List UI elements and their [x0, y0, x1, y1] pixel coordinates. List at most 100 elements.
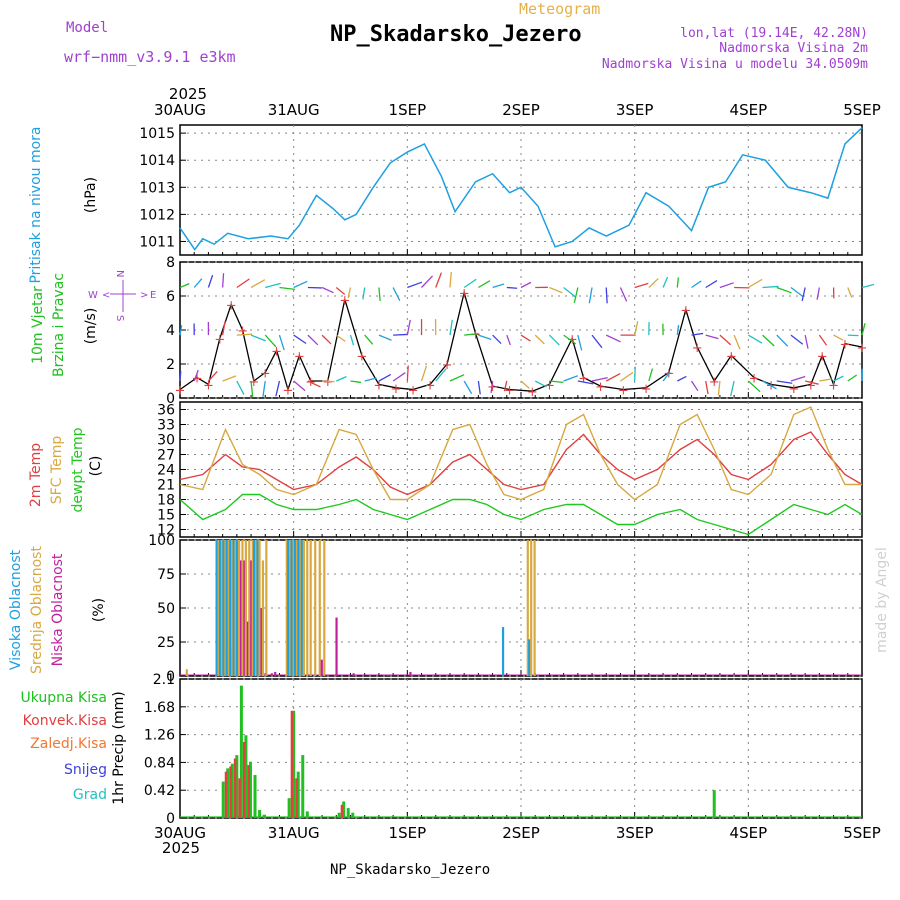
wind-arrow [662, 371, 671, 382]
wind-arrow [717, 380, 721, 396]
wind-arrow [349, 334, 355, 346]
low-cloud-bar [274, 671, 277, 676]
precip-conv-bar [238, 778, 241, 818]
mid-cloud-bar [526, 540, 529, 676]
wind-arrow [406, 319, 411, 336]
wind-arrow [236, 333, 253, 336]
wind-arrow [705, 380, 709, 395]
wind-arrow [307, 380, 321, 388]
wind-point: + [788, 382, 799, 397]
wind-arrow [449, 272, 452, 288]
cloud-unit: (%) [91, 598, 107, 622]
temp2m-title: 2m Temp [28, 443, 44, 507]
wind-arrow [790, 286, 804, 298]
wind-point: + [680, 304, 691, 319]
mid-cloud-bar [251, 540, 254, 676]
y-tick-label: 15 [157, 508, 175, 524]
precip-total-bar [230, 763, 234, 818]
wind-arrow [477, 380, 481, 395]
page-title: NP_Skadarsko_Jezero [330, 22, 582, 47]
wind-point: + [567, 333, 578, 348]
wind-arrow [392, 372, 406, 382]
dewpt-line [179, 493, 863, 536]
wind-arrow [776, 380, 793, 384]
high-cloud-bar [235, 540, 239, 676]
mid-cloud-bar [292, 540, 295, 676]
wind-arrow [378, 287, 381, 302]
wind-arrow [250, 279, 266, 289]
wind-arrow [321, 334, 332, 345]
sfctemp-line [179, 406, 862, 501]
high-cloud-bar [528, 639, 531, 676]
cloud-panel: 0 25 50 75 100 [148, 533, 863, 685]
low-cloud-bar [243, 560, 246, 676]
wind-arrow [179, 325, 183, 336]
wind-arrow [350, 380, 362, 384]
wind-point: + [442, 358, 453, 373]
pressure-title: Pritisak na nivou mora [28, 126, 44, 283]
temp2m-line [179, 431, 863, 496]
precip-total-bar [262, 814, 266, 818]
mid-cloud-bar [533, 540, 536, 676]
wind-title: 10m Vjetar [30, 286, 46, 364]
bottom-time-label: 5SEP [843, 824, 881, 842]
y-tick-label: 1015 [139, 126, 175, 142]
wind-arrow [534, 334, 545, 345]
pressure-line [179, 127, 863, 251]
wind-arrow [492, 283, 505, 289]
compass-icon: N W E < > S [88, 270, 156, 321]
wind-arrow [619, 287, 628, 302]
y-tick-label: 27 [157, 448, 175, 464]
wind-arrow [222, 375, 237, 382]
mid-cloud-bar [261, 560, 265, 676]
high-cloud-bar [300, 540, 303, 676]
wind-arrow [861, 283, 875, 289]
y-tick-label: 1014 [139, 153, 175, 169]
high-cloud-bar [297, 540, 300, 676]
wind-unit: (m/s) [83, 308, 99, 345]
wind-point: + [692, 341, 703, 356]
precip-conv-bar [233, 758, 237, 818]
top-time-label: 31AUG [268, 101, 320, 119]
y-tick-label: 75 [157, 567, 175, 583]
wind-point: + [260, 367, 271, 382]
y-tick-label: 30 [157, 433, 175, 449]
y-tick-label: 4 [166, 323, 175, 339]
wind-arrow [861, 323, 866, 336]
wind-arrow [478, 280, 491, 289]
wind-arrow [833, 375, 844, 382]
high-cloud-bar [256, 540, 259, 676]
precip-panel: 0 0.42 0.84 1.26 1.68 2.1 [144, 672, 863, 827]
precip-total-bar [248, 761, 252, 818]
wind-arrow [573, 287, 579, 303]
model-altitude-label: Nadmorska Visina u modelu 34.0509m [601, 57, 868, 72]
wind-arrow [762, 285, 779, 289]
low-cloud-bar [250, 560, 253, 676]
wind-point: + [487, 380, 498, 395]
low-cloud-bar [246, 621, 249, 676]
wind-arrow [588, 287, 593, 304]
high-cloud-bar [225, 540, 228, 676]
top-time-label: 5SEP [843, 101, 881, 119]
y-tick-label: 6 [166, 289, 175, 305]
wind-arrow [676, 375, 687, 382]
wind-point: + [459, 287, 470, 302]
wind-arrow [179, 370, 182, 382]
mid-cloud-bar [302, 540, 305, 676]
wind-point: + [425, 378, 436, 393]
y-tick-label: 21 [157, 478, 175, 494]
wind-subtitle: Brzina i Pravac [51, 273, 67, 377]
wind-arrow [705, 280, 718, 289]
precip-total-bar [342, 801, 346, 818]
precip-total-bar [337, 812, 341, 818]
wind-arrow [335, 287, 346, 296]
y-tick-label: 1013 [139, 180, 175, 196]
wind-point: + [817, 350, 828, 365]
wind-arrow [804, 334, 809, 349]
svg-text:N: N [114, 270, 125, 277]
wind-arrow [492, 334, 502, 345]
wind-arrow [762, 380, 777, 390]
wind-arrow [790, 334, 804, 345]
y-tick-label: 0.84 [144, 755, 175, 771]
wind-arrow [818, 334, 828, 346]
